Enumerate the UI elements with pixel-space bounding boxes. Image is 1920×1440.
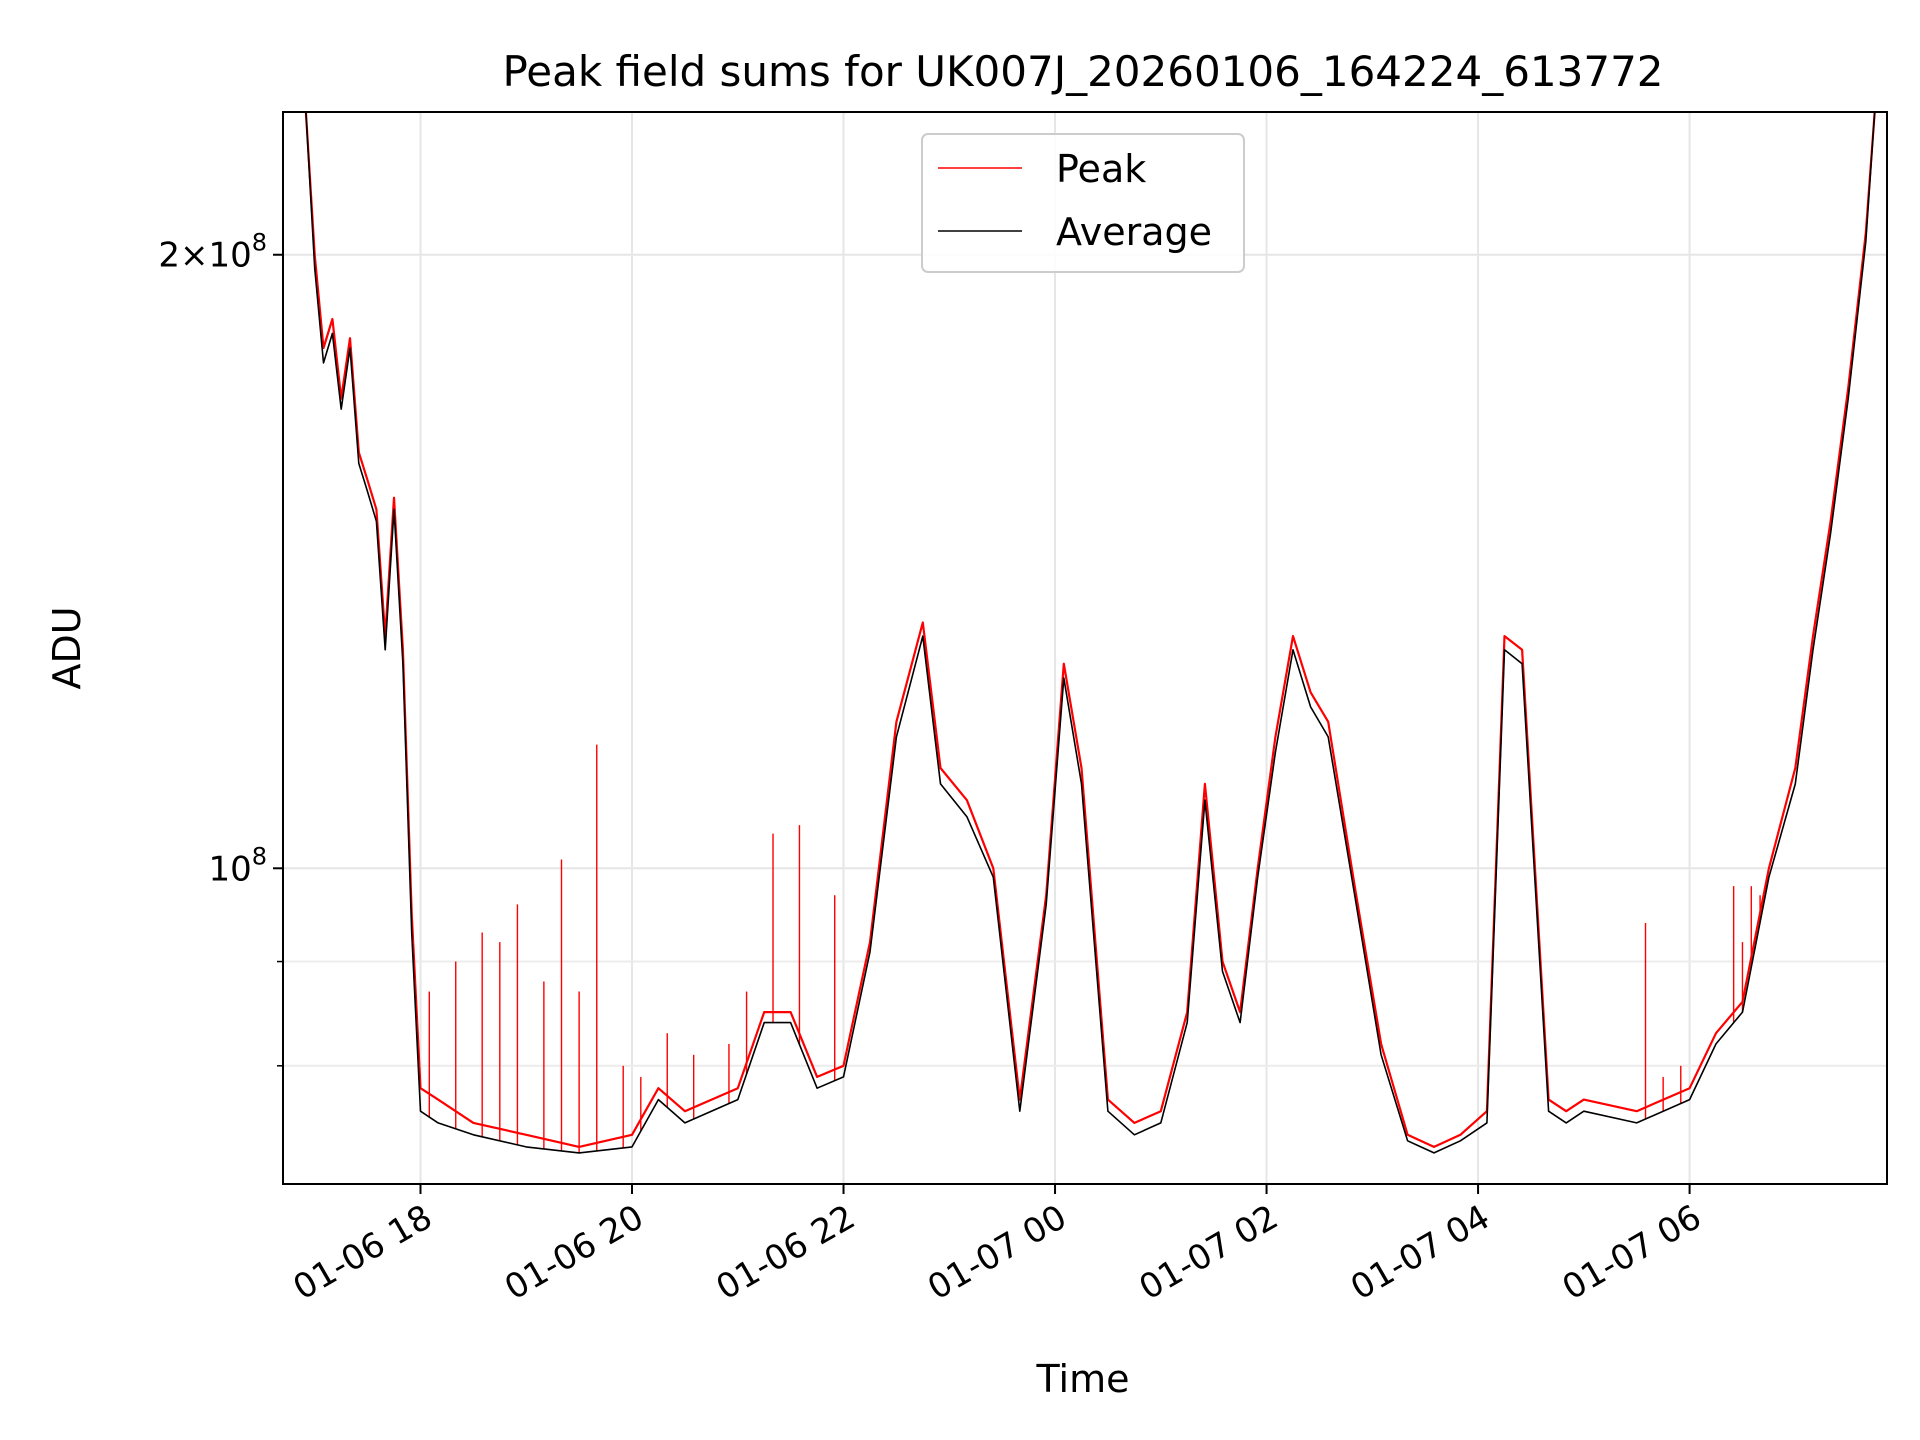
series-lines [304, 112, 1876, 1154]
legend-label-average: Average [1056, 210, 1212, 254]
chart-title: Peak field sums for UK007J_20260106_1642… [502, 47, 1663, 96]
legend: Peak Average [921, 133, 1245, 273]
plot-frame [282, 111, 1888, 1185]
x-axis-label: Time [1036, 1357, 1130, 1401]
average-series-line [305, 112, 1876, 1154]
y-tick-label: 2×108 [158, 229, 267, 276]
y-axis: 108 2×108 [158, 229, 283, 1067]
y-axis-label: ADU [45, 606, 89, 689]
y-tick-label: 108 [208, 842, 267, 889]
plot-area [304, 112, 1876, 1154]
peak-spikes [428, 744, 1761, 1153]
grid [283, 112, 1887, 1184]
legend-label-peak: Peak [1056, 147, 1146, 191]
